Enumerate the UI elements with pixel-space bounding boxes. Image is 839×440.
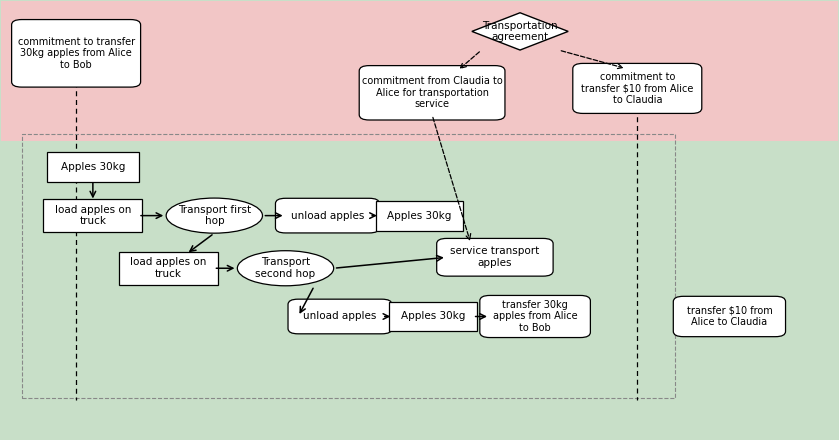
- Text: Apples 30kg: Apples 30kg: [388, 211, 451, 220]
- Text: Transport
second hop: Transport second hop: [255, 257, 315, 279]
- FancyBboxPatch shape: [480, 295, 591, 337]
- Text: load apples on
truck: load apples on truck: [55, 205, 131, 227]
- FancyBboxPatch shape: [44, 199, 143, 232]
- FancyBboxPatch shape: [12, 19, 141, 87]
- Text: commitment to transfer
30kg apples from Alice
to Bob: commitment to transfer 30kg apples from …: [18, 37, 135, 70]
- Text: Apples 30kg: Apples 30kg: [401, 312, 465, 322]
- Text: unload apples: unload apples: [303, 312, 377, 322]
- Text: transfer 30kg
apples from Alice
to Bob: transfer 30kg apples from Alice to Bob: [492, 300, 577, 333]
- Text: commitment from Claudia to
Alice for transportation
service: commitment from Claudia to Alice for tra…: [362, 76, 503, 110]
- Text: load apples on
truck: load apples on truck: [130, 257, 206, 279]
- FancyBboxPatch shape: [119, 252, 217, 285]
- Text: transfer $10 from
Alice to Claudia: transfer $10 from Alice to Claudia: [686, 306, 772, 327]
- FancyBboxPatch shape: [436, 238, 553, 276]
- Ellipse shape: [166, 198, 263, 233]
- Polygon shape: [472, 13, 568, 50]
- Ellipse shape: [237, 251, 334, 286]
- FancyBboxPatch shape: [47, 152, 139, 182]
- Text: Transportation
agreement: Transportation agreement: [482, 21, 558, 42]
- Text: Apples 30kg: Apples 30kg: [60, 162, 125, 172]
- Text: service transport
apples: service transport apples: [451, 246, 539, 268]
- FancyBboxPatch shape: [275, 198, 379, 233]
- FancyBboxPatch shape: [389, 301, 477, 331]
- Text: commitment to
transfer $10 from Alice
to Claudia: commitment to transfer $10 from Alice to…: [581, 72, 694, 105]
- Text: Transport first
hop: Transport first hop: [178, 205, 251, 227]
- FancyBboxPatch shape: [359, 66, 505, 120]
- FancyBboxPatch shape: [573, 63, 701, 114]
- FancyBboxPatch shape: [376, 201, 463, 231]
- Text: unload apples: unload apples: [290, 211, 364, 220]
- FancyBboxPatch shape: [1, 1, 838, 141]
- FancyBboxPatch shape: [288, 299, 392, 334]
- FancyBboxPatch shape: [674, 296, 785, 337]
